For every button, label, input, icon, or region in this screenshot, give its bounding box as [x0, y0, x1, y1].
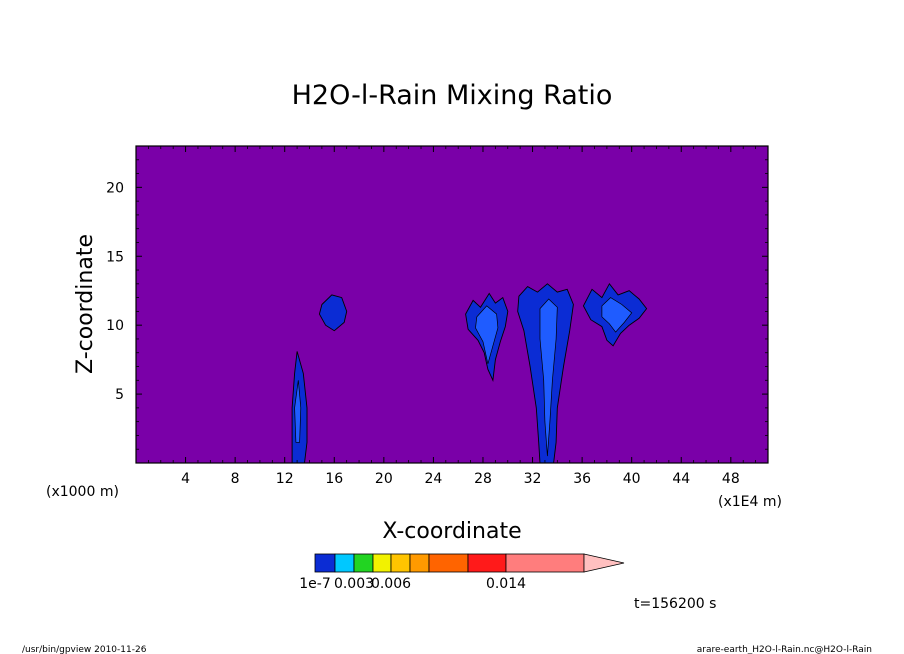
x-tick-label: 12 [276, 471, 294, 487]
x-tick-label: 8 [231, 471, 240, 487]
x-tick-label: 16 [325, 471, 343, 487]
colorbar-label: 0.006 [371, 576, 411, 592]
x-unit-left-label: (x1000 m) [46, 484, 119, 500]
x-tick-label: 40 [623, 471, 641, 487]
colorbar-segment [409, 553, 430, 573]
x-tick-label: 32 [524, 471, 542, 487]
y-axis-label: Z-coordinate [73, 234, 98, 374]
x-tick-label: 28 [474, 471, 492, 487]
colorbar-extend-arrow [583, 553, 625, 573]
y-tick-label: 20 [106, 180, 124, 196]
chart-title: H2O-l-Rain Mixing Ratio [292, 80, 613, 111]
colorbar-label: 1e-7 [299, 576, 330, 592]
colorbar-segment [353, 553, 374, 573]
contour-cells [291, 282, 648, 464]
footer-right: arare-earth_H2O-l-Rain.nc@H2O-l-Rain [697, 645, 872, 654]
colorbar-segment [372, 553, 392, 573]
colorbar-segment [390, 553, 411, 573]
cell-x38-inner [601, 297, 633, 333]
colorbar-segment [505, 553, 585, 573]
plot-background [136, 146, 768, 463]
cell-x16-outer [318, 294, 348, 332]
x-tick-label: 44 [672, 471, 690, 487]
cell-x28-inner [475, 305, 499, 364]
colorbar-label: 0.003 [334, 576, 374, 592]
cell-x33-inner [539, 298, 558, 457]
x-unit-right-label: (x1E4 m) [718, 494, 782, 510]
colorbar-segment [467, 553, 507, 573]
plot-frame [135, 145, 769, 464]
footer-left: /usr/bin/gpview 2010-11-26 [22, 645, 147, 654]
colorbar-label: 0.014 [486, 576, 526, 592]
cell-x13-inner [294, 380, 302, 443]
colorbar-segment [314, 553, 336, 573]
x-tick-label: 20 [375, 471, 393, 487]
x-tick-label: 4 [181, 471, 190, 487]
y-tick-label: 5 [115, 387, 124, 403]
y-tick-label: 15 [106, 249, 124, 265]
x-axis-label: X-coordinate [382, 519, 521, 544]
colorbar-segment [428, 553, 469, 573]
x-tick-label: 24 [424, 471, 442, 487]
x-tick-label: 48 [722, 471, 740, 487]
x-tick-label: 36 [573, 471, 591, 487]
colorbar-segment [334, 553, 355, 573]
time-annotation: t=156200 s [634, 596, 716, 612]
y-tick-label: 10 [106, 318, 124, 334]
